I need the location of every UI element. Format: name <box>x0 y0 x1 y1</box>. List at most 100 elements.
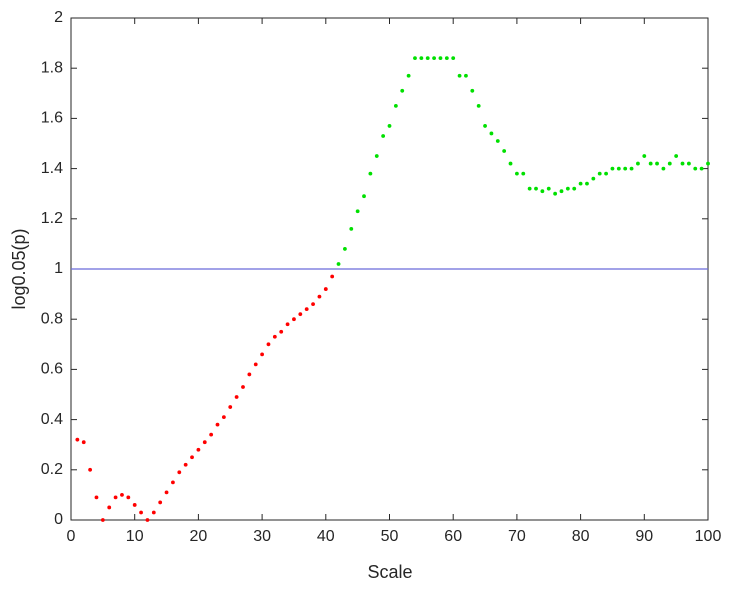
point <box>215 422 220 427</box>
point <box>228 405 233 409</box>
point <box>610 166 615 171</box>
x-tick-label: 90 <box>635 528 653 545</box>
point <box>425 56 430 61</box>
point <box>483 124 487 128</box>
point <box>266 342 271 347</box>
point <box>699 166 704 171</box>
point <box>680 161 685 166</box>
point <box>527 186 532 191</box>
point <box>311 302 315 307</box>
point <box>457 73 462 78</box>
point <box>304 307 309 312</box>
point <box>387 124 392 128</box>
point <box>183 462 188 467</box>
x-axis-label: Scale <box>367 562 412 582</box>
y-tick-label: 0 <box>54 511 63 528</box>
y-tick-label: 1.6 <box>41 110 63 127</box>
point <box>196 447 201 452</box>
point <box>616 166 621 171</box>
point <box>655 161 659 166</box>
point <box>374 154 379 158</box>
point <box>565 186 570 191</box>
point <box>667 161 672 166</box>
point <box>343 247 347 251</box>
x-tick-label: 80 <box>572 528 590 545</box>
point <box>636 161 640 166</box>
point <box>553 191 558 196</box>
point <box>476 103 481 108</box>
point <box>139 510 143 515</box>
point <box>559 189 564 194</box>
point <box>100 518 105 522</box>
x-tick-label: 50 <box>381 528 399 545</box>
point <box>285 322 290 327</box>
point <box>209 432 214 437</box>
x-tick-label: 40 <box>317 528 335 545</box>
y-tick-label: 2 <box>54 9 63 26</box>
x-tick-label: 0 <box>67 528 76 545</box>
point <box>706 161 710 166</box>
point <box>674 154 679 158</box>
point <box>623 166 628 171</box>
point <box>597 171 602 176</box>
point <box>272 334 277 339</box>
y-tick-label: 0.2 <box>41 461 63 478</box>
point <box>349 226 354 231</box>
point <box>502 149 507 153</box>
point <box>355 209 360 214</box>
point <box>260 352 264 357</box>
point <box>508 161 513 166</box>
point <box>438 56 443 61</box>
point <box>330 274 335 279</box>
x-tick-label: 60 <box>444 528 462 545</box>
point <box>585 181 589 186</box>
point <box>642 154 647 158</box>
point <box>400 88 405 93</box>
point <box>234 395 239 399</box>
point <box>113 495 118 500</box>
point <box>578 181 583 186</box>
point <box>171 480 175 485</box>
point <box>126 495 131 500</box>
point <box>648 161 653 166</box>
point <box>75 437 80 442</box>
x-tick-label: 10 <box>126 528 144 545</box>
point <box>323 287 328 291</box>
point <box>604 171 608 176</box>
point <box>393 103 398 108</box>
y-tick-label: 1.2 <box>41 210 63 227</box>
point <box>164 490 169 495</box>
point <box>151 510 156 515</box>
point <box>629 166 634 171</box>
y-axis-label: log0.05(p) <box>9 228 29 309</box>
point <box>444 56 449 61</box>
point <box>241 385 245 389</box>
point <box>132 503 137 507</box>
y-tick-label: 1.8 <box>41 59 63 76</box>
x-tick-label: 70 <box>508 528 526 545</box>
x-tick-label: 30 <box>253 528 271 545</box>
point <box>591 176 596 181</box>
point <box>88 467 93 472</box>
y-tick-label: 1.4 <box>41 160 63 177</box>
point <box>177 470 182 475</box>
point <box>534 186 538 191</box>
point <box>221 415 226 419</box>
point <box>298 312 303 317</box>
point <box>202 440 207 445</box>
point <box>368 171 373 176</box>
point <box>546 186 551 191</box>
y-tick-label: 0.6 <box>41 361 63 378</box>
point <box>540 189 545 194</box>
point <box>336 262 341 266</box>
y-tick-label: 1 <box>54 260 63 277</box>
x-tick-label: 100 <box>695 528 722 545</box>
point <box>489 131 494 136</box>
point <box>661 166 666 171</box>
point <box>419 56 424 61</box>
point <box>515 171 519 176</box>
point <box>279 329 284 334</box>
point <box>381 134 386 138</box>
point <box>120 493 124 497</box>
